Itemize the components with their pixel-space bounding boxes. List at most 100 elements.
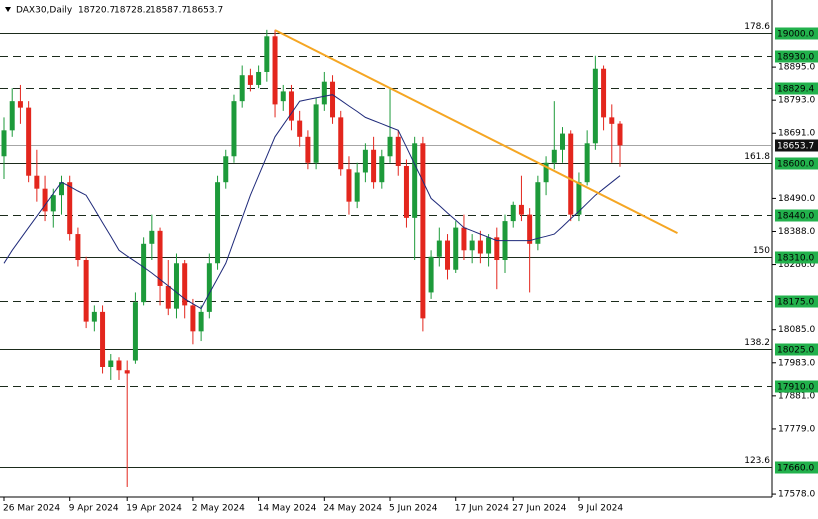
- candle-body: [461, 227, 467, 251]
- level-box: [775, 209, 818, 222]
- fib-label: 178.6: [744, 22, 770, 32]
- candle-body: [42, 188, 48, 212]
- level-label: 17910.0: [777, 383, 814, 393]
- candle-body: [288, 91, 294, 121]
- header-value: 18728.2: [114, 6, 151, 16]
- candle-body: [190, 305, 196, 332]
- candle-body: [609, 117, 615, 124]
- fib-label: 161.8: [744, 152, 770, 162]
- level-box: [775, 82, 818, 95]
- candle-body: [543, 162, 549, 183]
- candle-body: [436, 240, 442, 257]
- candle-body: [387, 136, 393, 157]
- y-tick-label: 18793.0: [778, 96, 815, 106]
- candle-body: [617, 123, 623, 146]
- candle-body: [510, 204, 516, 222]
- candle-body: [321, 81, 327, 105]
- x-tick-label: 19 Apr 2024: [126, 504, 182, 514]
- candle-body: [560, 133, 566, 150]
- level-label: 18600.0: [777, 160, 814, 170]
- candle-body: [338, 117, 344, 170]
- candle-body: [141, 243, 147, 303]
- x-tick-label: 14 May 2024: [258, 504, 317, 514]
- candle-body: [420, 143, 426, 319]
- level-label: 17660.0: [777, 464, 814, 474]
- candle-body: [403, 165, 409, 218]
- candle-body: [198, 311, 204, 332]
- candle-body: [362, 149, 368, 173]
- header-value: 18720.7: [78, 6, 115, 16]
- y-tick-label: 18388.0: [778, 227, 815, 237]
- candle-body: [346, 169, 352, 202]
- candle-body: [231, 101, 237, 157]
- candle-body: [17, 101, 23, 108]
- candle-body: [412, 143, 418, 218]
- candle-body: [108, 360, 114, 367]
- candle-body: [223, 156, 229, 183]
- candle-body: [58, 182, 64, 196]
- candle-body: [486, 237, 492, 254]
- candle-body: [165, 285, 171, 309]
- y-tick-label: 17578.0: [778, 490, 815, 500]
- candle-body: [206, 263, 212, 312]
- y-tick-label: 18490.0: [778, 194, 815, 204]
- candle-body: [494, 237, 500, 261]
- level-box: [775, 461, 818, 474]
- candle-body: [280, 91, 286, 102]
- candle-body: [256, 71, 262, 85]
- candle-body: [157, 230, 163, 286]
- candle-body: [568, 133, 574, 215]
- candle-body: [297, 120, 303, 137]
- moving-average: [3, 94, 621, 310]
- candle-body: [477, 240, 483, 254]
- header-arrow: [5, 7, 11, 12]
- candle-body: [182, 263, 188, 306]
- candle-body: [535, 182, 541, 244]
- y-tick-label: 18085.0: [778, 325, 815, 335]
- y-tick-label: 18895.0: [778, 63, 815, 73]
- header-value: 18587.7: [150, 6, 187, 16]
- level-label: 18829.4: [777, 85, 814, 95]
- candle-body: [91, 311, 97, 322]
- level-box: [775, 251, 818, 264]
- candle-body: [551, 149, 557, 163]
- candle-body: [371, 149, 377, 183]
- candle-body: [132, 302, 138, 361]
- candle-body: [83, 260, 89, 322]
- candle-body: [26, 107, 32, 176]
- level-label: 18930.0: [777, 53, 814, 63]
- candle-body: [584, 143, 590, 183]
- candle-body: [305, 136, 311, 163]
- current-price-label: 18653.7: [777, 142, 814, 152]
- candle-body: [469, 240, 475, 251]
- current-price-box: [775, 139, 818, 152]
- header-value: 18653.7: [186, 6, 223, 16]
- y-tick-label: 18286.0: [778, 260, 815, 270]
- candle-body: [34, 175, 40, 189]
- x-tick-label: 9 Jul 2024: [578, 504, 623, 514]
- level-box: [775, 157, 818, 170]
- candle-body: [124, 370, 130, 374]
- candle-body: [428, 256, 434, 293]
- candle-body: [239, 75, 245, 102]
- candle-body: [576, 182, 582, 215]
- level-box: [775, 343, 818, 356]
- candle-body: [247, 75, 253, 85]
- candle-body: [67, 182, 73, 235]
- candle-body: [379, 156, 385, 183]
- candle-body: [527, 214, 533, 244]
- fib-label: 123.6: [744, 456, 770, 466]
- candle-body: [50, 195, 56, 212]
- candle-body: [149, 230, 155, 244]
- candle-body: [313, 104, 319, 163]
- symbol: DAX30,Daily: [16, 6, 73, 16]
- level-label: 18175.0: [777, 298, 814, 308]
- trendline: [274, 29, 678, 234]
- y-tick-label: 18691.0: [778, 129, 815, 139]
- candle-body: [601, 68, 607, 118]
- candle-body: [75, 234, 81, 261]
- candle-body: [215, 182, 221, 264]
- y-tick-label: 17779.0: [778, 424, 815, 434]
